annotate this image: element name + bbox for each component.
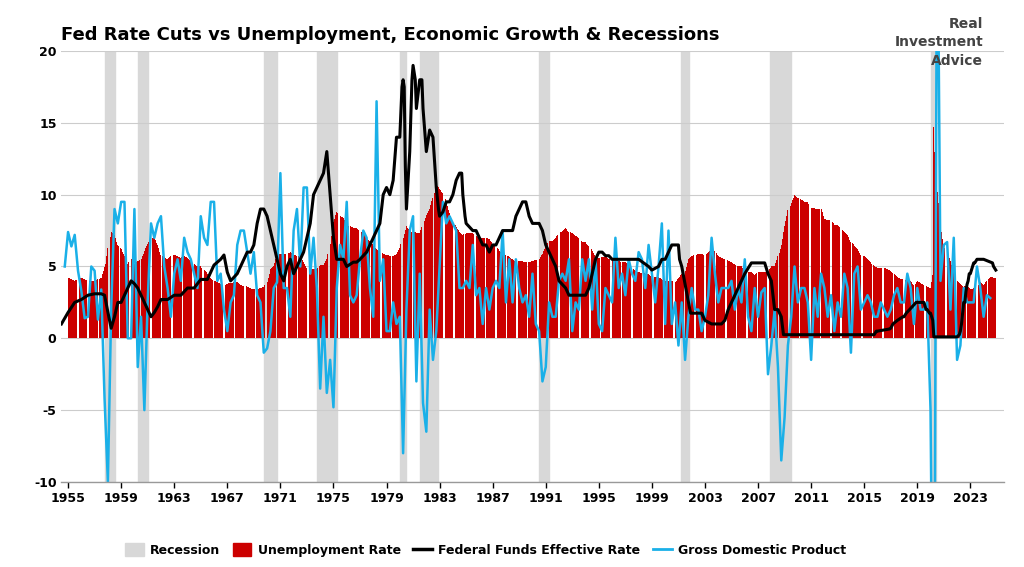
Federal Funds Effective Rate: [929, 333, 941, 340]
Bar: [770, 51, 792, 482]
Bar: [138, 51, 147, 482]
Federal Funds Effective Rate: [238, 256, 250, 263]
Federal Funds Effective Rate: [609, 256, 622, 263]
Gross Domestic Product: [202, 242, 214, 248]
Federal Funds Effective Rate: [407, 62, 419, 69]
Bar: [681, 51, 689, 482]
Text: Fed Rate Cuts vs Unemployment, Economic Growth & Recessions: Fed Rate Cuts vs Unemployment, Economic …: [61, 26, 720, 44]
Line: Federal Funds Effective Rate: Federal Funds Effective Rate: [61, 65, 995, 337]
Federal Funds Effective Rate: [989, 266, 1001, 273]
Gross Domestic Product: [984, 295, 996, 302]
Bar: [104, 51, 115, 482]
Gross Domestic Product: [503, 256, 515, 263]
Bar: [420, 51, 438, 482]
Legend: Recession, Unemployment Rate, Federal Funds Effective Rate, Gross Domestic Produ: Recession, Unemployment Rate, Federal Fu…: [120, 538, 851, 562]
Gross Domestic Product: [629, 277, 641, 284]
Text: Real
Investment
Advice: Real Investment Advice: [894, 17, 983, 68]
Federal Funds Effective Rate: [171, 292, 183, 299]
Gross Domestic Product: [821, 314, 834, 320]
Federal Funds Effective Rate: [190, 282, 203, 289]
Federal Funds Effective Rate: [254, 206, 266, 213]
Bar: [316, 51, 337, 482]
Federal Funds Effective Rate: [341, 263, 353, 270]
Line: Gross Domestic Product: Gross Domestic Product: [65, 0, 990, 567]
Gross Domestic Product: [828, 328, 841, 335]
Bar: [264, 51, 278, 482]
Gross Domestic Product: [586, 306, 598, 313]
Bar: [399, 51, 407, 482]
Bar: [931, 51, 936, 482]
Federal Funds Effective Rate: [55, 320, 68, 327]
Bar: [539, 51, 549, 482]
Gross Domestic Product: [58, 263, 71, 270]
